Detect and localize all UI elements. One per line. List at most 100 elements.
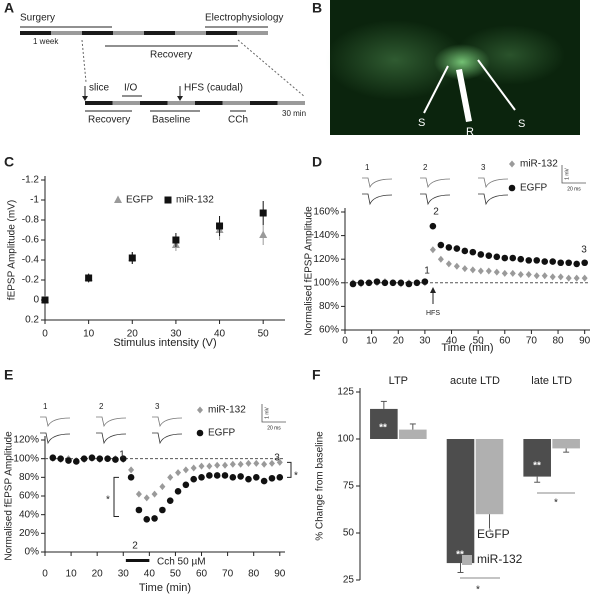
y-tick-label: -0.8 [22, 215, 40, 226]
point [174, 488, 182, 495]
label: Recovery [88, 115, 130, 126]
annotation: ** [533, 461, 541, 472]
point [245, 459, 252, 467]
annotation: * [554, 498, 558, 509]
segment [175, 31, 206, 35]
y-tick-label: 60% [19, 491, 39, 502]
segment [113, 31, 144, 35]
label: Electrophysiology [205, 13, 283, 24]
zoom-line [237, 39, 306, 98]
x-tick-label: 0 [342, 336, 348, 347]
point [151, 490, 158, 498]
timeline [20, 31, 305, 105]
legend-marker [114, 195, 122, 203]
y-tick-label: 80% [19, 472, 39, 483]
annotation: 1 [424, 266, 430, 277]
point [143, 494, 150, 502]
y-tick-label: 125 [337, 387, 354, 398]
segment [237, 31, 268, 35]
y-tick-label: 100 [337, 434, 354, 445]
point [85, 274, 93, 282]
x-tick-label: 50 [170, 569, 182, 580]
segment [167, 101, 195, 105]
trace [152, 432, 183, 445]
scale-bar [561, 165, 586, 184]
x-tick-label: 20 [393, 336, 405, 347]
point [253, 459, 260, 467]
x-tick-label: 90 [579, 336, 591, 347]
point [557, 273, 564, 281]
point [493, 253, 501, 261]
segment [82, 31, 113, 35]
scale-label: 20 ms [567, 186, 581, 192]
point [80, 455, 88, 462]
point [260, 477, 268, 485]
segment [250, 101, 278, 105]
legend-label: EGFP [126, 195, 154, 206]
point [533, 257, 541, 264]
point [477, 267, 484, 275]
scale-label: 1 mV [564, 168, 570, 180]
point [525, 271, 532, 279]
y-tick-label: 60% [319, 325, 339, 336]
point [477, 251, 485, 258]
x-tick-label: 70 [526, 336, 538, 347]
point [549, 258, 557, 265]
label: S [418, 117, 425, 129]
point [127, 474, 135, 481]
label: R [466, 126, 474, 138]
bar [523, 439, 551, 477]
annotation: ** [456, 550, 464, 561]
inset-label: 2 [99, 402, 104, 411]
trace [40, 432, 71, 445]
point [182, 481, 190, 489]
glow [325, 20, 465, 100]
label: HFS (caudal) [184, 83, 243, 94]
point [135, 506, 143, 514]
inset-label: 3 [481, 163, 486, 172]
point [517, 271, 524, 279]
x-tick-label: 0 [42, 569, 48, 580]
point [166, 497, 174, 504]
point [453, 245, 461, 252]
y-tick-label: -0.2 [22, 275, 40, 286]
legend-label: EGFP [208, 428, 236, 439]
trace [478, 193, 509, 206]
electrode [456, 69, 472, 122]
segment [195, 101, 223, 105]
point [557, 259, 565, 267]
point [469, 266, 476, 274]
point [213, 472, 221, 479]
electrode [477, 59, 516, 111]
point [259, 230, 268, 238]
annotation: * [294, 471, 298, 482]
point [175, 469, 182, 477]
point [541, 258, 549, 265]
bracket [287, 461, 292, 478]
point [268, 459, 275, 467]
point [135, 490, 142, 498]
scale-label: 20 ms [267, 425, 281, 431]
label: Recovery [150, 50, 192, 61]
point [206, 472, 213, 479]
electrode [423, 65, 449, 114]
label: S [518, 118, 525, 130]
label: 30 min [282, 109, 306, 118]
point [172, 236, 180, 244]
y-tick-label: 75 [343, 481, 355, 492]
x-tick-label: 30 [118, 569, 130, 580]
segment [222, 101, 250, 105]
legend-marker [164, 196, 172, 204]
point [49, 454, 57, 462]
category-label: acute LTD [450, 375, 500, 387]
y-axis-label: Normalised fEPSP Amplitude [304, 206, 315, 336]
x-tick-label: 50 [258, 329, 270, 340]
x-axis-label: Stimulus intensity (V) [113, 337, 216, 349]
point [276, 474, 284, 481]
point [501, 269, 508, 277]
point [268, 474, 276, 482]
bar [399, 429, 427, 439]
point [437, 241, 445, 249]
y-tick-label: 50 [343, 528, 355, 539]
